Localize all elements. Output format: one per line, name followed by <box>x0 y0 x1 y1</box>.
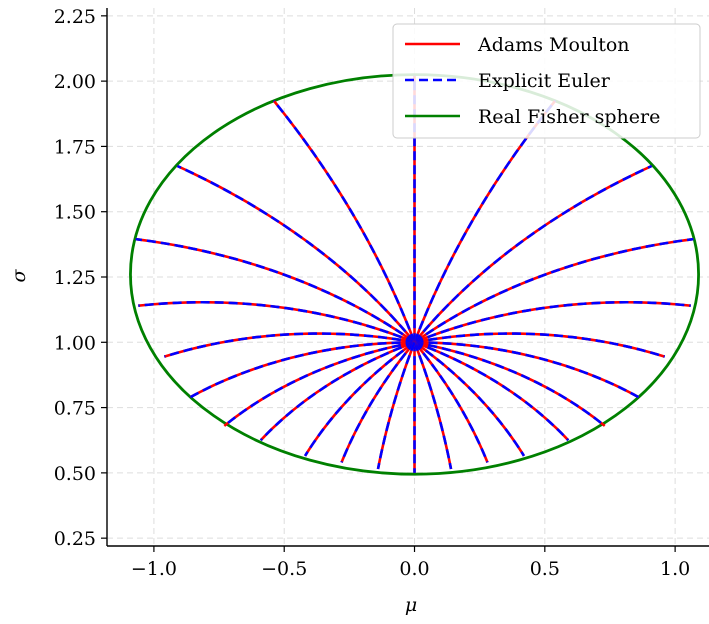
explicit-euler-geodesic <box>414 300 691 344</box>
explicit-euler-geodesic <box>223 341 415 427</box>
x-tick-label: −1.0 <box>131 558 177 580</box>
adams-moulton-geodesic <box>413 341 489 463</box>
adams-moulton-geodesic <box>163 332 415 358</box>
y-tick-label: 1.00 <box>54 332 96 354</box>
explicit-euler-geodesic <box>413 341 526 457</box>
explicit-euler-geodesic <box>176 164 416 344</box>
ticks: −1.0 −0.5 0.0 0.5 1.0 0.25 0.50 0.75 1.00 1.25 1.5… <box>54 6 691 580</box>
x-tick-label: 0.0 <box>399 558 429 580</box>
y-tick-label: 2.00 <box>54 71 96 93</box>
adams-moulton-geodesic <box>414 332 666 358</box>
explicit-euler-geodesic <box>413 341 489 463</box>
y-axis-label: σ <box>8 268 30 282</box>
adams-moulton-geodesic <box>413 341 453 470</box>
legend-label-real-fisher-sphere: Real Fisher sphere <box>478 106 660 128</box>
adams-moulton-geodesic <box>272 99 416 343</box>
y-tick-label: 1.50 <box>54 202 96 224</box>
legend: Adams Moulton Explicit Euler Real Fisher… <box>392 23 701 139</box>
explicit-euler-geodesic <box>413 237 694 344</box>
y-tick-label: 2.25 <box>54 6 96 28</box>
x-tick-label: −0.5 <box>261 558 307 580</box>
explicit-euler-geodesic <box>414 340 640 399</box>
x-axis-label: μ <box>405 594 417 616</box>
x-tick-label: 0.5 <box>530 558 560 580</box>
explicit-euler-geodesic <box>413 99 557 343</box>
explicit-euler-geodesic <box>163 332 415 358</box>
explicit-euler-geodesic <box>413 341 453 470</box>
explicit-euler-geodesic <box>303 341 416 457</box>
explicit-euler-geodesic <box>189 340 415 399</box>
explicit-euler-geodesic <box>259 341 415 442</box>
x-tick-label: 1.0 <box>660 558 690 580</box>
explicit-euler-geodesic <box>414 341 570 442</box>
y-tick-label: 0.50 <box>54 463 96 485</box>
adams-moulton-geodesic <box>303 341 416 457</box>
explicit-euler-geodesic <box>138 300 416 344</box>
explicit-euler-geodesic <box>340 341 416 463</box>
explicit-euler-geodesic <box>413 164 653 344</box>
legend-label-explicit-euler: Explicit Euler <box>478 70 611 92</box>
legend-box <box>392 23 701 139</box>
explicit-euler-geodesic <box>272 99 416 343</box>
y-tick-label: 0.75 <box>54 398 96 420</box>
y-tick-label: 1.75 <box>54 136 96 158</box>
adams-moulton-geodesic <box>413 341 526 457</box>
legend-label-adams-moulton: Adams Moulton <box>477 34 630 56</box>
y-tick-label: 1.25 <box>54 267 96 289</box>
explicit-euler-geodesic <box>376 341 416 470</box>
grid <box>107 8 709 546</box>
adams-moulton-geodesic <box>376 341 416 470</box>
geodesics <box>135 75 694 473</box>
explicit-euler-geodesic <box>414 341 606 427</box>
explicit-euler-geodesic <box>135 237 416 344</box>
adams-moulton-geodesic <box>340 341 416 463</box>
explicit-euler-geodesic <box>414 332 666 358</box>
y-tick-label: 0.25 <box>54 528 96 550</box>
